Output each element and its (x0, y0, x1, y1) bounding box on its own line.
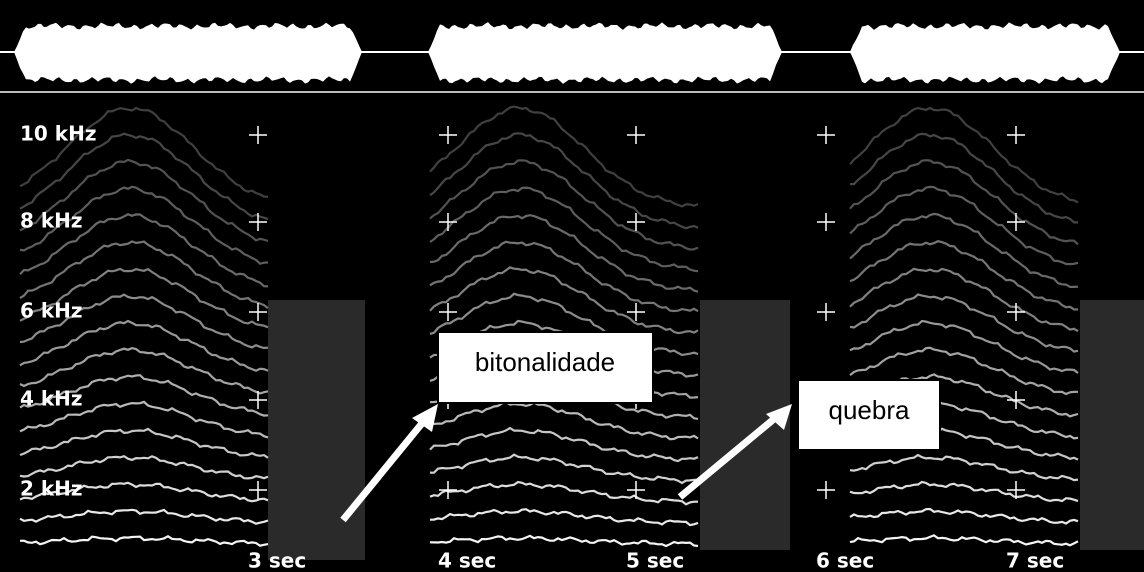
harmonic (19, 455, 269, 480)
arrow-head (766, 404, 792, 430)
harmonic (429, 508, 699, 527)
harmonic (19, 132, 269, 221)
harmonic (849, 346, 1079, 396)
frequency-label: 2 kHz (20, 477, 83, 501)
harmonic (19, 293, 269, 350)
waveform-segment (428, 22, 782, 84)
waveform-segment (14, 22, 362, 84)
harmonic (429, 105, 699, 208)
harmonic (429, 534, 699, 548)
harmonic (849, 480, 1079, 503)
harmonic (849, 106, 1079, 204)
harmonic (19, 400, 269, 439)
harmonic (19, 374, 269, 417)
waveform (0, 22, 1144, 84)
harmonic (19, 508, 269, 525)
harmonic (19, 481, 269, 503)
grid-marks (249, 126, 1025, 499)
harmonic (849, 453, 1079, 482)
annotation: quebra (829, 395, 910, 425)
harmonic (849, 534, 1079, 547)
time-label: 4 sec (438, 549, 496, 572)
harmonic (19, 106, 269, 198)
time-label: 6 sec (816, 549, 874, 572)
harmonic (849, 293, 1079, 353)
harmonic (849, 240, 1079, 311)
harmonic (429, 453, 698, 485)
harmonic (19, 319, 269, 372)
noise-region (700, 300, 790, 550)
harmonic (429, 266, 699, 335)
time-label: 7 sec (1006, 549, 1064, 572)
spectrogram (19, 105, 1144, 560)
harmonic (849, 507, 1079, 525)
harmonic (849, 185, 1079, 266)
noise-region (268, 300, 365, 560)
frequency-label: 10 kHz (20, 122, 96, 146)
frequency-label: 4 kHz (20, 387, 83, 411)
harmonic (19, 346, 269, 395)
time-label: 3 sec (248, 549, 306, 572)
annotation-box (437, 331, 654, 404)
harmonic (429, 214, 699, 293)
harmonic (429, 186, 699, 273)
harmonic (429, 426, 699, 463)
harmonic (19, 212, 269, 288)
harmonic (849, 132, 1078, 224)
harmonic (429, 480, 698, 506)
harmonic (19, 240, 269, 309)
noise-region (1080, 300, 1144, 550)
harmonic (19, 158, 269, 243)
annotation-box (797, 379, 941, 451)
frequency-label: 8 kHz (20, 209, 83, 233)
arrow-head (412, 404, 438, 432)
arrow (340, 413, 431, 523)
axis-labels: 10 kHz 8 kHz 6 kHz 4 kHz 2 kHz 3 sec 4 sec 5 se… (20, 122, 1064, 572)
harmonic (429, 240, 699, 313)
time-label: 5 sec (626, 549, 684, 572)
annotation: bitonalidade (475, 347, 615, 377)
harmonic (429, 159, 699, 251)
harmonic (429, 132, 699, 230)
harmonic (19, 535, 269, 547)
harmonic (849, 159, 1079, 246)
harmonic (19, 185, 269, 265)
arrow (677, 411, 783, 500)
harmonic (19, 267, 269, 329)
harmonic (849, 319, 1079, 374)
harmonic (849, 212, 1079, 288)
harmonic (849, 267, 1079, 333)
waveform-segment (850, 22, 1120, 84)
harmonic (19, 427, 269, 459)
harmonic (429, 400, 699, 441)
frequency-label: 6 kHz (20, 299, 83, 323)
